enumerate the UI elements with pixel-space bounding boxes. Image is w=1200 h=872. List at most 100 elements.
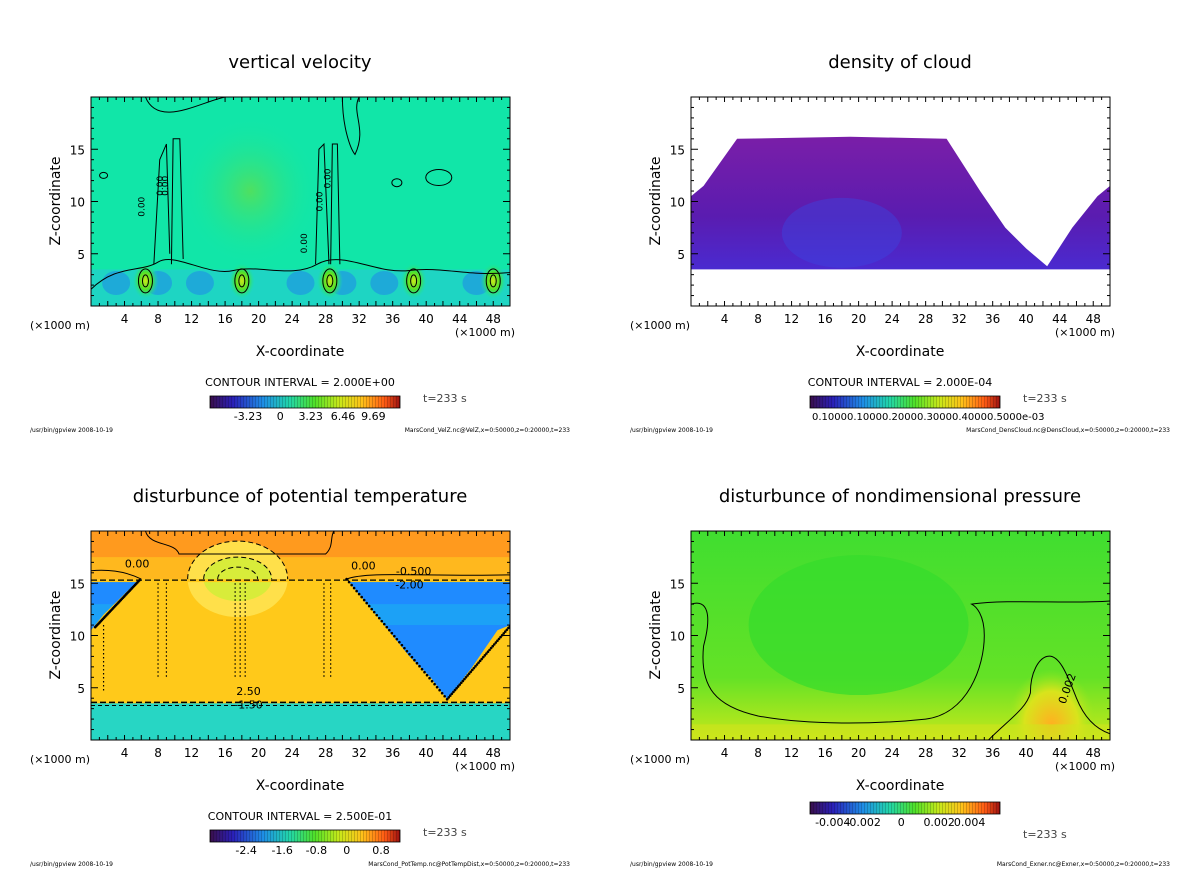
low-pressure-region [748,555,969,696]
contour-dot [486,650,490,653]
contour-interval: CONTOUR INTERVAL = 2.500E-01 [208,810,392,823]
contour-line [406,268,422,294]
contour-dot [395,637,399,641]
contour-dot [491,644,495,648]
footer-left: /usr/bin/gpview 2008-10-19 [630,861,713,868]
contour-dot [367,604,371,608]
contour-dot [458,683,462,686]
colorbar-tick-label: 0.8 [372,844,390,857]
time-label: t=233 s [1023,392,1067,405]
y-axis-label: Z-coordinate [648,590,664,679]
contour-label: 0.00 [300,233,310,253]
contour-dot [350,583,353,587]
contour-line [315,142,330,265]
lower-layer [91,703,510,740]
x-tick-label: 24 [884,746,899,760]
contour-dot [352,586,356,590]
contour-dot [466,674,469,677]
chart-title: vertical velocity [228,52,372,73]
downdraft-cell [286,271,315,296]
contour-dot [469,670,473,674]
contour-label: 0.00 [125,558,150,571]
contour-dot [433,682,436,686]
plot-area: 0.00 0.00 -0.500-2.00 2.50-1.50 [91,531,510,740]
contour-line [410,274,418,288]
contour-dot [497,637,501,641]
x-tick-label: 16 [217,746,232,760]
footer-left: /usr/bin/gpview 2008-10-19 [30,427,113,434]
y-tick-label: 15 [670,143,685,157]
contour-dot [365,601,369,605]
chart-title: disturbunce of potential temperature [133,486,468,507]
contour-dot [408,652,411,656]
colorbar-frame [809,395,1001,409]
contour-dot [428,676,431,680]
high-pressure-region [1006,669,1097,740]
x-tick-label: 12 [184,312,199,326]
x-unit-label: (×1000 m) [1055,326,1115,339]
cloud-dense-core [781,197,902,268]
contour-dot [492,643,496,646]
contour-dot [443,694,446,698]
contour-line [144,531,335,555]
contour-line [341,97,361,156]
contour-line [153,143,171,265]
contour-line [485,268,501,294]
colorbar-tick-label: 9.69 [361,410,386,423]
contour-dot [440,691,444,695]
x-tick-label: 8 [154,746,162,760]
x-tick-label: 8 [754,746,762,760]
updraft-cell [400,262,427,299]
contour-dot [483,654,487,657]
contour-dot [478,659,482,663]
x-axis-label: X-coordinate [256,344,345,360]
time-label: t=233 s [423,392,467,405]
contour-dot [415,661,419,665]
contour-line [691,600,1110,724]
contour-dot [456,685,460,688]
footer-right: MarsCond_VelZ.nc@VelZ,x=0:50000,z=0:2000… [405,427,570,434]
contour-dot [448,694,452,697]
x-tick-label: 16 [817,312,832,326]
contour-dot [488,648,491,652]
contour-dot [360,595,363,599]
x-tick-label: 24 [884,312,899,326]
contour-dot [477,661,480,664]
contour-dot [494,641,498,644]
y-tick-label: 15 [70,577,85,591]
colorbar-tick-label: 0.002 [923,816,955,829]
updraft-cell [132,262,159,299]
contour-line [203,556,273,580]
contour-dot [425,673,429,677]
x-tick-label: 28 [918,312,933,326]
updraft-region [180,116,321,267]
contour-dot [502,632,506,635]
x-tick-label: 8 [154,312,162,326]
plot-area [691,136,1110,270]
contour-label: -1.50 [234,699,262,712]
x-tick-label: 44 [452,746,467,760]
contour-line [425,168,453,186]
x-tick-label: 20 [251,746,266,760]
contour-dot [438,688,441,692]
x-axis-label: X-coordinate [856,778,945,794]
x-tick-label: 48 [1086,746,1101,760]
x-tick-label: 4 [121,746,129,760]
footer-right: MarsCond_Exner.nc@Exner,x=0:50000,z=0:20… [997,861,1170,868]
colorbar-frame [809,801,1001,815]
contour-dot [489,646,493,650]
colorbar-stripes [810,396,1000,408]
contour-dot [362,598,366,602]
contour-dot [418,664,421,668]
footer-right: MarsCond_PotTemp.nc@PotTempDist,x=0:5000… [368,861,570,868]
contour-dot [423,670,426,674]
contour-label: -2.00 [395,578,423,591]
time-label: t=233 s [1023,828,1067,841]
contour-dot [377,616,381,620]
contour-line [326,274,334,288]
x-tick-label: 40 [1019,312,1034,326]
contour-dot [375,613,379,617]
colorbar-stripes [210,830,400,842]
y-axis-label: Z-coordinate [48,156,64,245]
